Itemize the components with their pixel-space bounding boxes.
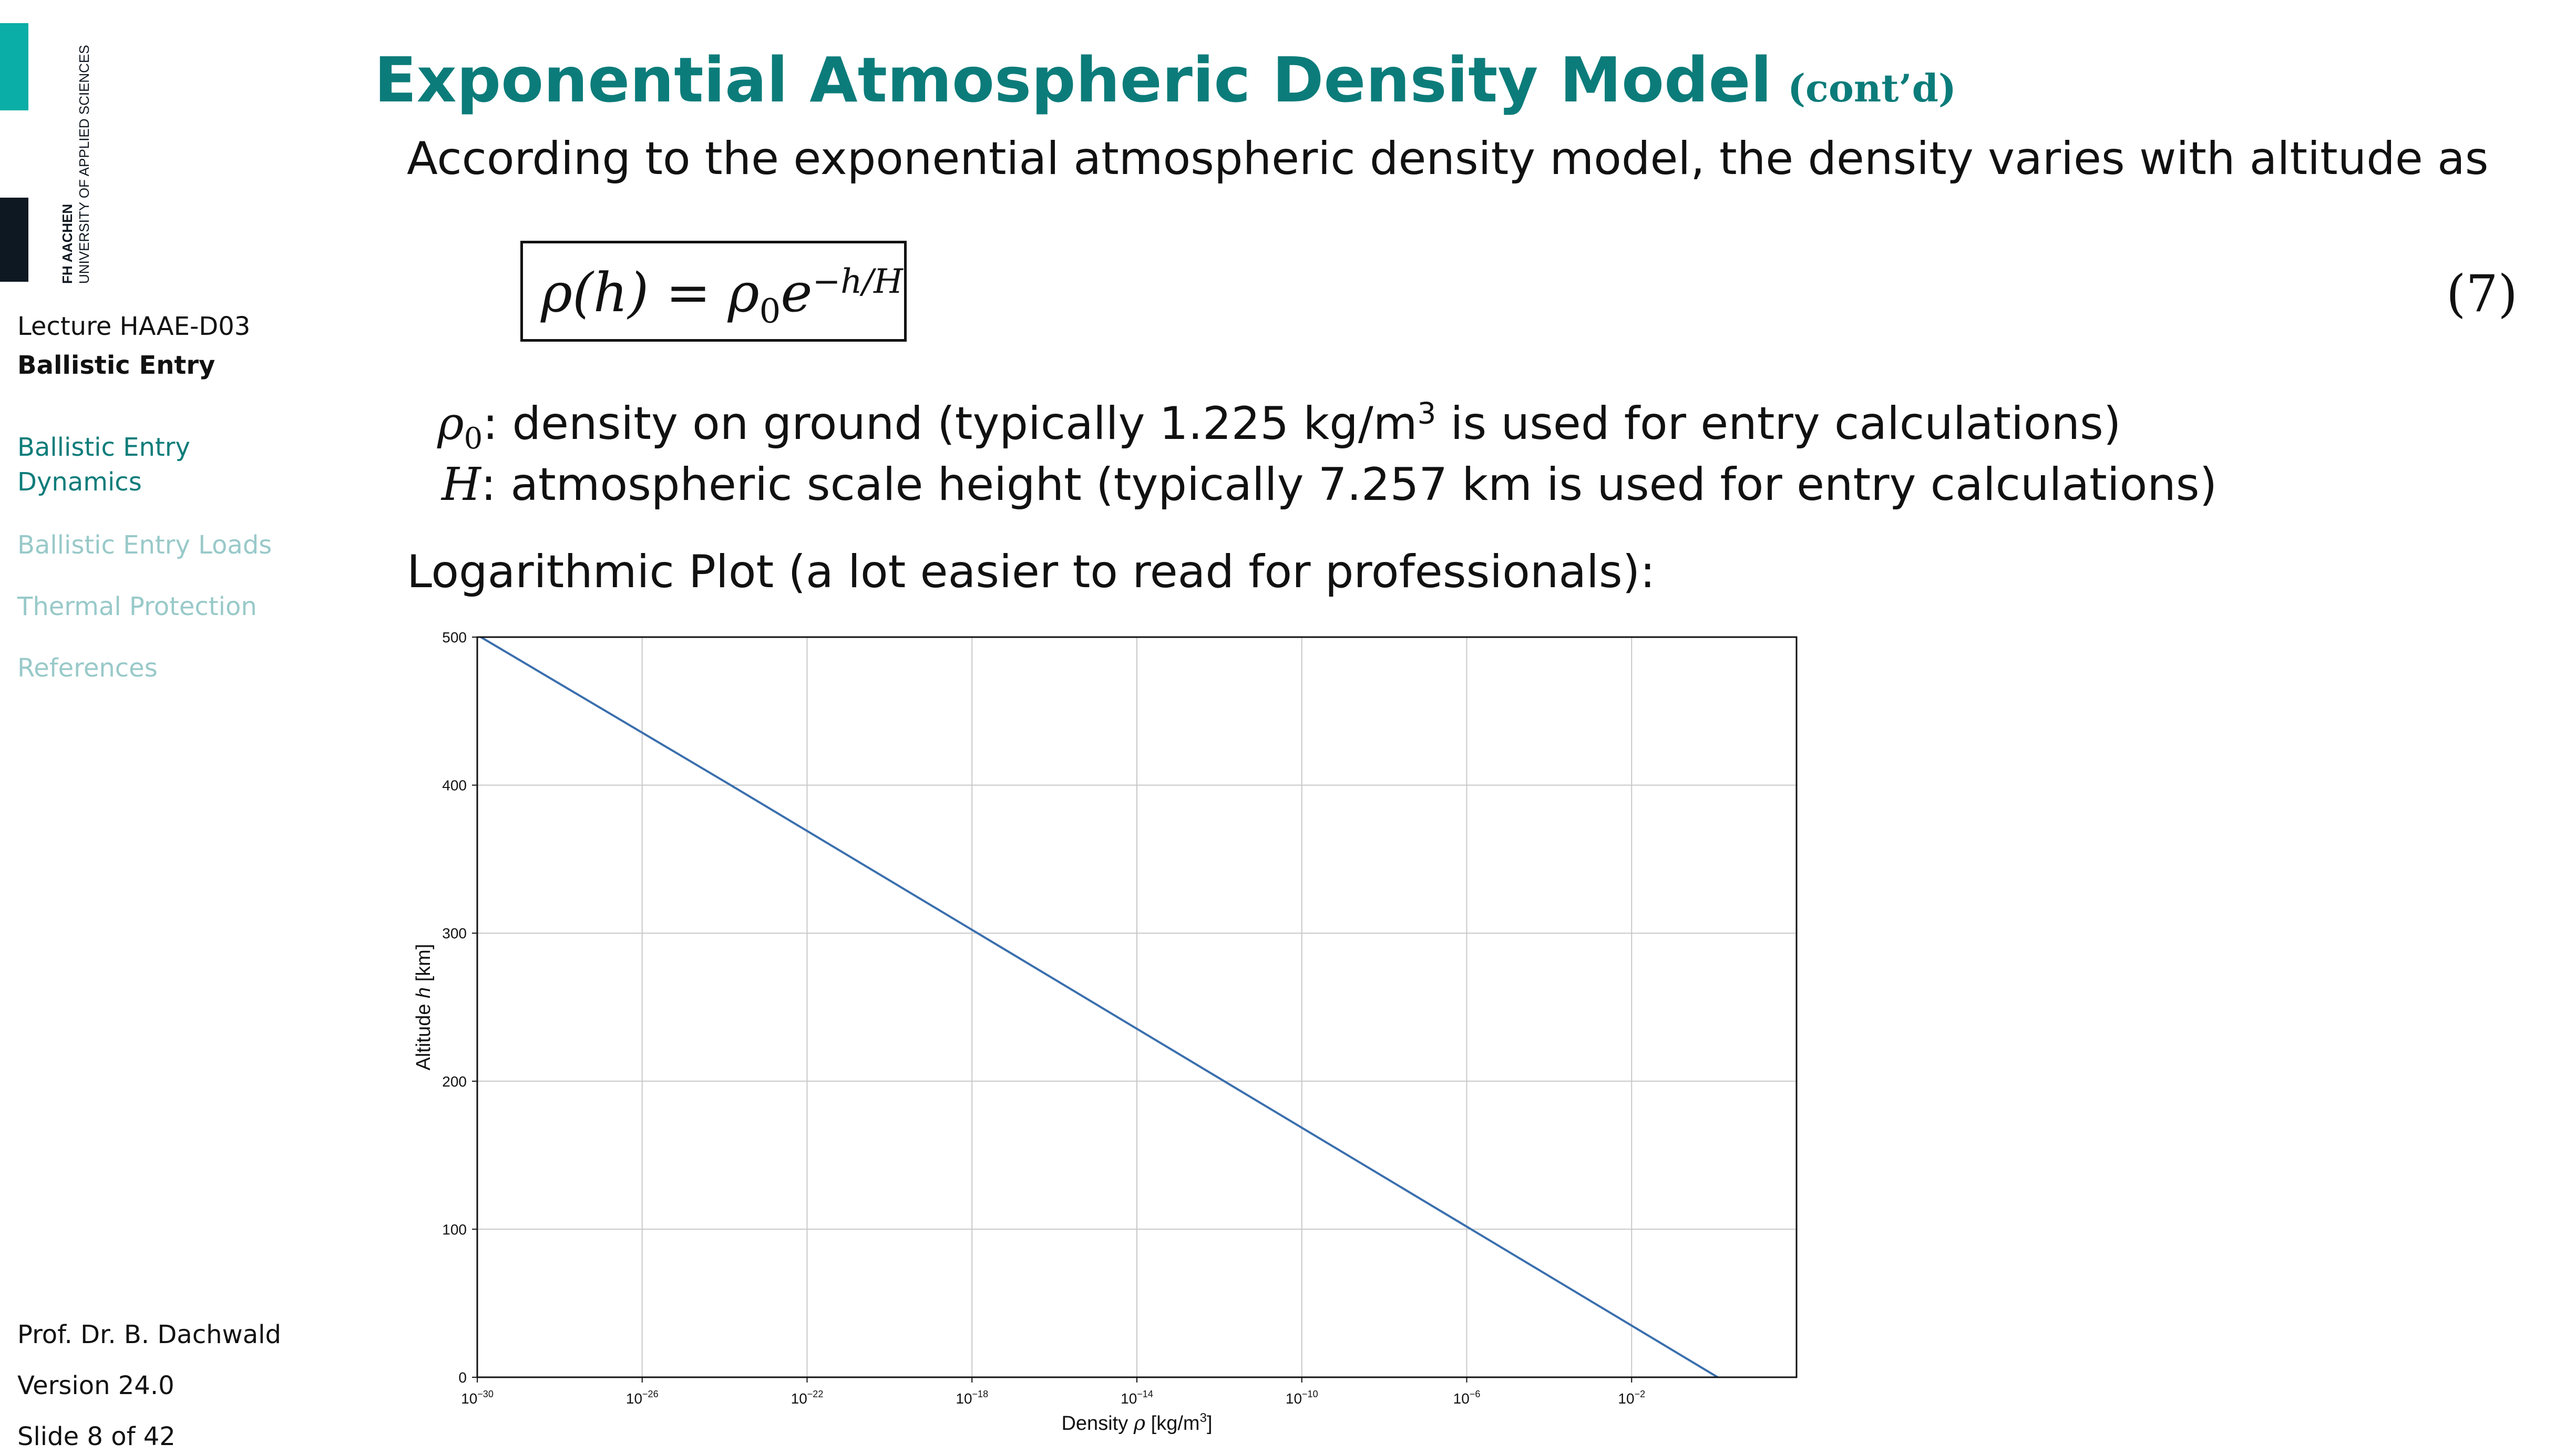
x-tick-base: 10 xyxy=(1453,1390,1470,1407)
definition-H: H: atmospheric scale height (typically 7… xyxy=(442,458,2218,511)
x-tick-exp: −30 xyxy=(477,1389,494,1399)
x-axis-label-rho: ρ xyxy=(1133,1411,1146,1435)
y-axis-label-prefix: Altitude xyxy=(413,998,435,1070)
y-tick-label: 500 xyxy=(442,629,467,646)
x-tick-base: 10 xyxy=(1286,1390,1302,1407)
version: Version 24.0 xyxy=(17,1371,175,1400)
x-tick-label: 10−14 xyxy=(1121,1389,1153,1407)
slide-title: Exponential Atmospheric Density Model (co… xyxy=(374,43,1956,125)
equation-equals: = xyxy=(665,262,711,324)
equation-rho: ρ xyxy=(727,262,760,324)
nav-item-ballistic-entry-dynamics[interactable]: Ballistic Entry Dynamics xyxy=(17,430,190,499)
rho0-subscript: 0 xyxy=(464,422,483,456)
x-tick-label: 10−22 xyxy=(791,1389,824,1407)
y-tick-label: 300 xyxy=(442,925,467,941)
y-axis-label: Altitude h [km] xyxy=(413,944,435,1071)
x-axis-label-prefix: Density xyxy=(1061,1412,1133,1435)
nav-item-references[interactable]: References xyxy=(17,653,158,683)
brand-bar-dark xyxy=(0,198,28,282)
x-tick-exp: −26 xyxy=(642,1389,659,1399)
nav-item-thermal-protection[interactable]: Thermal Protection xyxy=(17,592,257,621)
nav-item-label: Ballistic Entry xyxy=(17,433,190,462)
x-tick-label: 10−30 xyxy=(461,1389,494,1407)
x-tick-base: 10 xyxy=(1121,1390,1137,1407)
x-tick-base: 10 xyxy=(626,1390,642,1407)
density-equation: ρ(h) = ρ0e−h/H xyxy=(541,262,903,329)
x-axis-label: Density ρ [kg/m3] xyxy=(1061,1411,1212,1435)
x-tick-label: 10−10 xyxy=(1286,1389,1318,1407)
x-axis-label-unit: [kg/m xyxy=(1145,1412,1199,1435)
rho0-text: density on ground (typically 1.225 kg/m xyxy=(512,397,1418,450)
x-tick-label: 10−18 xyxy=(956,1389,988,1407)
equation-box: ρ(h) = ρ0e−h/H xyxy=(520,241,907,342)
y-tick-label: 400 xyxy=(442,777,467,794)
brand-bar-teal xyxy=(0,23,28,110)
series-lines xyxy=(480,636,1719,1378)
x-tick-base: 10 xyxy=(461,1390,477,1407)
nav-item-ballistic-entry-loads[interactable]: Ballistic Entry Loads xyxy=(17,530,272,560)
y-tick-label: 0 xyxy=(458,1369,467,1386)
equation-lhs: ρ(h) xyxy=(541,262,649,324)
equation-number: (7) xyxy=(2446,264,2518,323)
x-tick-exp: −14 xyxy=(1137,1389,1153,1399)
y-axis-label-unit: [km] xyxy=(413,944,435,987)
H-text: atmospheric scale height (typically 7.25… xyxy=(510,458,2218,511)
equation-e: e xyxy=(781,262,813,324)
x-tick-label: 10−6 xyxy=(1453,1389,1481,1407)
lecture-label: Lecture HAAE-D03 xyxy=(17,312,251,341)
x-tick-base: 10 xyxy=(1618,1390,1634,1407)
x-tick-base: 10 xyxy=(956,1390,972,1407)
slide-counter: Slide 8 of 42 xyxy=(17,1422,176,1451)
plot-caption: Logarithmic Plot (a lot easier to read f… xyxy=(407,546,1656,598)
x-axis-label-exp: 3 xyxy=(1200,1411,1207,1425)
y-tick-label: 100 xyxy=(442,1221,467,1237)
definition-rho0: ρ0: density on ground (typically 1.225 k… xyxy=(437,396,2121,456)
slide-title-suffix: (cont’d) xyxy=(1787,66,1956,110)
x-tick-label: 10−26 xyxy=(626,1389,659,1407)
nav-item-label-line2: Dynamics xyxy=(17,467,142,497)
rho0-text-end: is used for entry calculations) xyxy=(1436,397,2121,450)
intro-text: According to the exponential atmospheric… xyxy=(407,132,2489,185)
equation-rho-subscript: 0 xyxy=(759,292,781,331)
author: Prof. Dr. B. Dachwald xyxy=(17,1320,281,1349)
x-tick-exp: −22 xyxy=(807,1389,824,1399)
x-tick-label: 10−2 xyxy=(1618,1389,1645,1407)
H-symbol: H xyxy=(442,458,481,511)
x-axis-label-close: ] xyxy=(1207,1412,1213,1435)
equation-exponent: −h/H xyxy=(812,262,903,301)
density-curve xyxy=(480,636,1719,1378)
x-tick-exp: −2 xyxy=(1635,1389,1646,1399)
x-tick-exp: −18 xyxy=(972,1389,989,1399)
rho0-symbol: ρ xyxy=(437,397,464,450)
rho0-superscript: 3 xyxy=(1417,396,1436,431)
tick-labels: 10−30 10−26 10−22 10−18 10−14 10−10 10−6 10−201… xyxy=(442,629,1645,1407)
section-title: Ballistic Entry xyxy=(17,351,215,380)
y-axis-label-h: h xyxy=(413,987,435,998)
x-tick-exp: −6 xyxy=(1470,1389,1481,1399)
x-tick-exp: −10 xyxy=(1302,1389,1318,1399)
y-tick-label: 200 xyxy=(442,1073,467,1090)
slide-title-text: Exponential Atmospheric Density Model xyxy=(374,44,1772,116)
x-tick-base: 10 xyxy=(791,1390,807,1407)
grid xyxy=(477,637,1797,1378)
